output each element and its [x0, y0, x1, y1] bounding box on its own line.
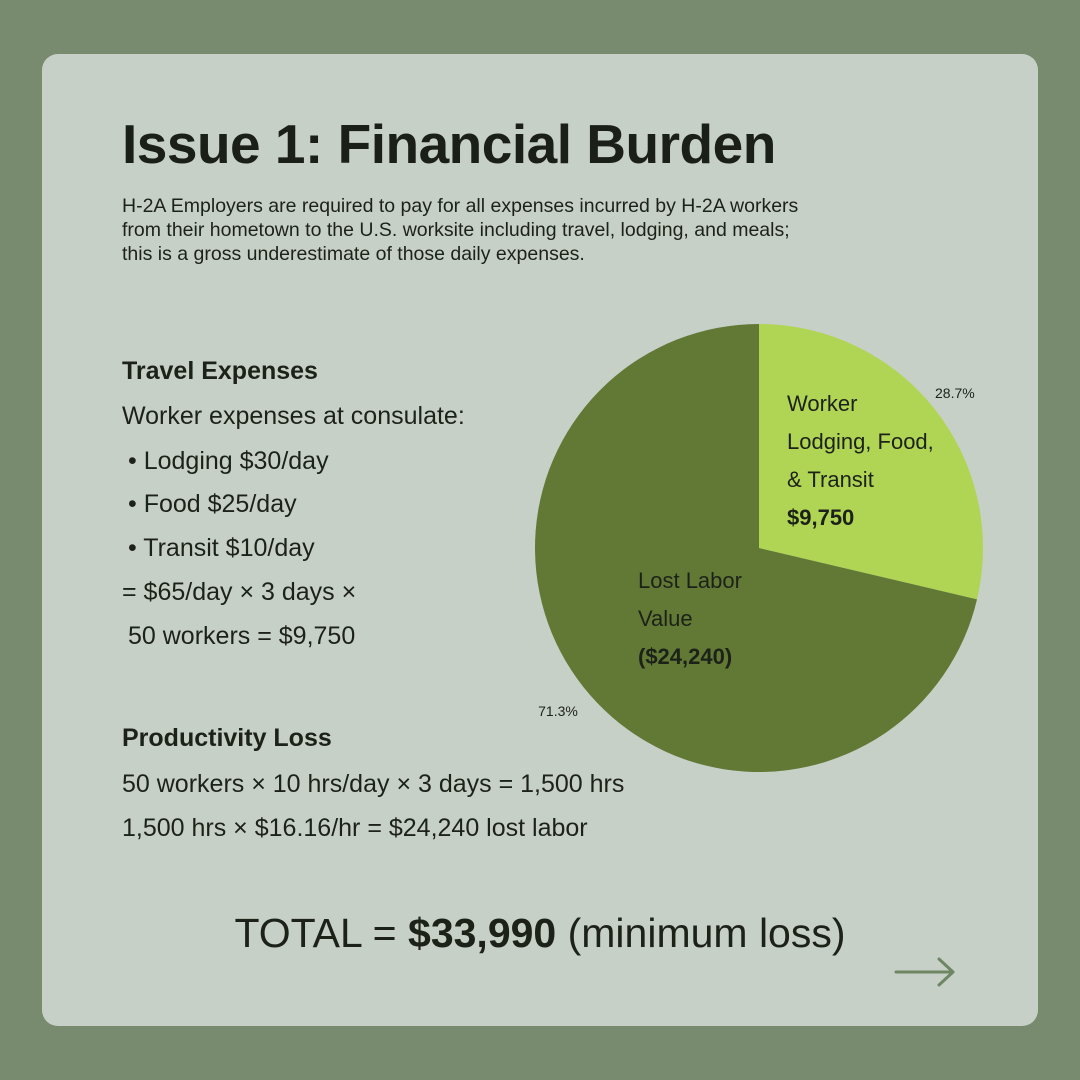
productivity-line: 1,500 hrs × $16.16/hr = $24,240 lost lab… — [122, 814, 588, 842]
total-line: TOTAL = $33,990 (minimum loss) — [42, 910, 1038, 957]
slice-percent-label: 28.7% — [935, 385, 975, 401]
travel-line: • Transit $10/day — [128, 534, 315, 562]
total-suffix: (minimum loss) — [556, 910, 846, 956]
travel-line: 50 workers = $9,750 — [128, 622, 356, 650]
page-title: Issue 1: Financial Burden — [122, 113, 776, 175]
intro-paragraph: H-2A Employers are required to pay for a… — [122, 195, 799, 265]
productivity-line: 50 workers × 10 hrs/day × 3 days = 1,500… — [122, 770, 625, 798]
travel-expenses-heading: Travel Expenses — [122, 357, 318, 385]
travel-line: • Lodging $30/day — [128, 447, 329, 475]
total-prefix: TOTAL = — [234, 910, 409, 956]
slice-percent-label: 71.3% — [538, 703, 578, 719]
slice-value-label: $9,750 — [787, 505, 854, 530]
travel-line: Worker expenses at consulate: — [122, 402, 465, 430]
productivity-loss-heading: Productivity Loss — [122, 724, 332, 752]
slice-value-label: ($24,240) — [638, 644, 732, 669]
slice-label: Value — [638, 606, 693, 631]
slice-label: Lost Labor — [638, 568, 742, 593]
slice-label: Worker — [787, 391, 858, 416]
slice-label: & Transit — [787, 467, 874, 492]
pie-chart: Worker Lodging, Food, & Transit $9,750 28.7%… — [534, 324, 983, 987]
pie-slice — [759, 324, 983, 600]
travel-line: • Food $25/day — [128, 490, 297, 518]
slice-label: Lodging, Food, — [787, 429, 934, 454]
travel-line: = $65/day × 3 days × — [122, 578, 357, 606]
pie-slice — [534, 324, 978, 772]
info-card: Issue 1: Financial Burden H-2A Employers… — [42, 54, 1038, 1026]
total-amount: $33,990 — [408, 910, 557, 956]
arrow-right-icon[interactable] — [894, 957, 955, 987]
